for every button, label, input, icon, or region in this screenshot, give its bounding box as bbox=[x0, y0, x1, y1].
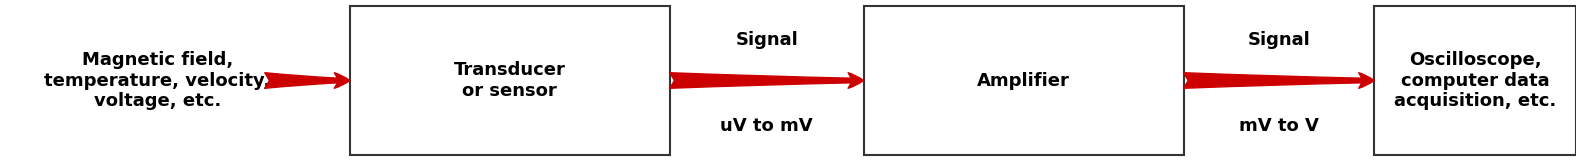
Bar bbox=[864, 6, 1184, 155]
Bar bbox=[350, 6, 670, 155]
Text: uV to mV: uV to mV bbox=[720, 117, 813, 135]
Text: Signal: Signal bbox=[1248, 31, 1310, 49]
Text: Magnetic field,
temperature, velocity,
voltage, etc.: Magnetic field, temperature, velocity, v… bbox=[44, 51, 271, 110]
Bar bbox=[1374, 6, 1576, 155]
Text: Signal: Signal bbox=[736, 31, 797, 49]
Text: Transducer
or sensor: Transducer or sensor bbox=[454, 61, 566, 100]
Text: Oscilloscope,
computer data
acquisition, etc.: Oscilloscope, computer data acquisition,… bbox=[1395, 51, 1556, 110]
Text: Amplifier: Amplifier bbox=[977, 71, 1070, 90]
Text: mV to V: mV to V bbox=[1239, 117, 1319, 135]
